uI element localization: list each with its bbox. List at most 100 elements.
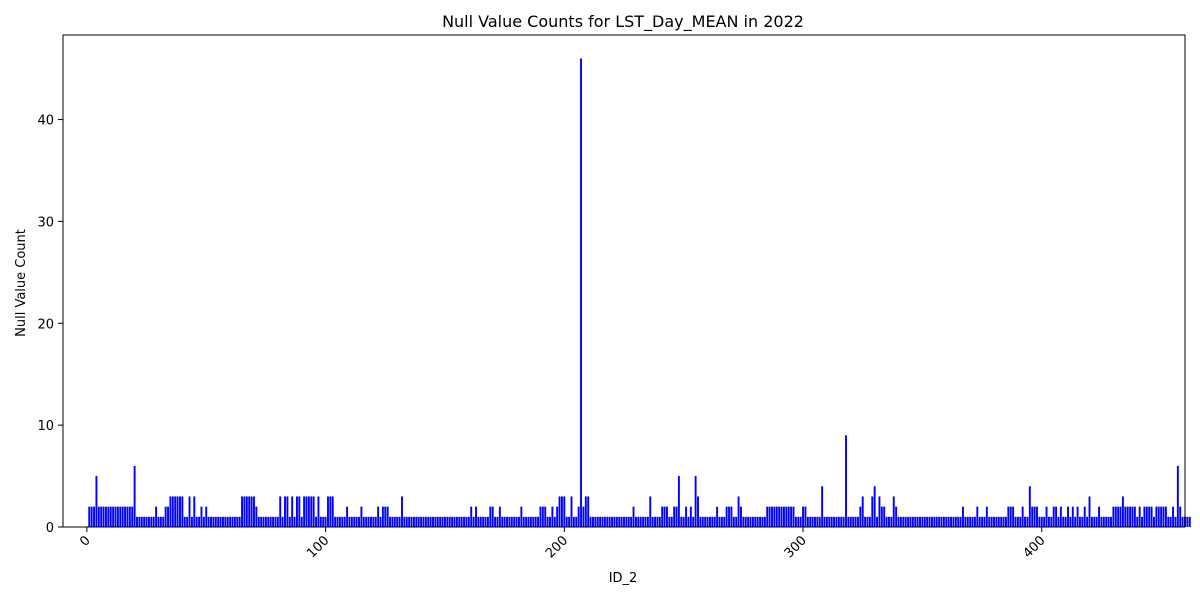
bar	[701, 516, 704, 527]
bar	[806, 516, 809, 527]
bar	[360, 506, 363, 527]
bar	[1038, 516, 1041, 527]
bar	[174, 496, 177, 527]
bar	[1031, 506, 1034, 527]
bar	[811, 516, 814, 527]
bar	[568, 516, 571, 527]
bar	[1016, 516, 1019, 527]
bar	[728, 506, 730, 527]
bar	[713, 516, 716, 527]
bar	[580, 58, 582, 528]
bar	[300, 516, 303, 527]
bar	[477, 516, 480, 527]
bar	[193, 496, 196, 527]
bar	[374, 516, 377, 527]
bar	[1076, 506, 1079, 527]
bar	[1102, 516, 1105, 527]
bar	[167, 506, 169, 527]
bar	[809, 516, 812, 527]
bar	[109, 506, 112, 527]
bar	[563, 496, 566, 527]
bar	[840, 516, 843, 527]
bar	[697, 496, 699, 527]
bar	[1007, 506, 1010, 527]
bar	[164, 506, 167, 527]
bar	[288, 516, 291, 527]
bar	[1110, 516, 1112, 527]
bar	[434, 516, 437, 527]
bar	[1052, 506, 1055, 527]
bar	[1112, 506, 1115, 527]
bar	[324, 516, 327, 527]
bar	[439, 516, 442, 527]
bar	[814, 516, 816, 527]
bar	[969, 516, 972, 527]
bar	[415, 516, 418, 527]
bar	[954, 516, 957, 527]
bar	[732, 516, 735, 527]
bar	[983, 516, 986, 527]
y-tick-label: 20	[37, 317, 54, 332]
bar	[761, 516, 764, 527]
bar	[615, 516, 618, 527]
bar	[307, 496, 310, 527]
bar	[649, 496, 652, 527]
bar	[1126, 506, 1129, 527]
bar	[1164, 506, 1167, 527]
x-tick-label: 400	[1020, 533, 1048, 561]
bar	[262, 516, 265, 527]
bar	[816, 516, 819, 527]
bar	[682, 516, 685, 527]
bar	[95, 476, 98, 527]
bar	[472, 516, 475, 527]
bar	[331, 496, 334, 527]
bar	[126, 506, 129, 527]
bar	[909, 516, 912, 527]
bar	[501, 516, 504, 527]
bar	[861, 496, 864, 527]
bar	[1129, 506, 1132, 527]
bar	[267, 516, 270, 527]
bar	[248, 496, 251, 527]
bar	[205, 506, 208, 527]
bar	[747, 516, 750, 527]
bar	[179, 496, 181, 527]
bar	[1121, 496, 1124, 527]
bar	[594, 516, 597, 527]
bar	[520, 506, 523, 527]
bar	[856, 516, 859, 527]
bar	[253, 496, 255, 527]
bar	[410, 516, 413, 527]
bar	[303, 496, 306, 527]
bar	[88, 506, 91, 527]
bar	[556, 506, 559, 527]
bar	[1162, 506, 1165, 527]
bar	[353, 516, 356, 527]
bar	[372, 516, 375, 527]
x-tick-label: 100	[304, 533, 332, 561]
bar	[1179, 506, 1182, 527]
bar	[546, 516, 549, 527]
bar	[367, 516, 370, 527]
bar	[802, 506, 804, 527]
bar	[460, 516, 463, 527]
bar	[274, 516, 277, 527]
bar	[942, 516, 945, 527]
bar	[1176, 465, 1179, 527]
bar	[711, 516, 714, 527]
bar	[642, 516, 645, 527]
bar	[1093, 516, 1096, 527]
bar	[833, 516, 836, 527]
bar	[1081, 516, 1084, 527]
bar	[379, 516, 382, 527]
bar	[952, 516, 955, 527]
bar	[708, 516, 711, 527]
bar	[322, 516, 325, 527]
bar	[147, 516, 150, 527]
bar	[842, 516, 845, 527]
bar	[401, 496, 403, 527]
bar	[105, 506, 107, 527]
bar	[1086, 516, 1089, 527]
bar	[1009, 506, 1012, 527]
bar	[1090, 516, 1093, 527]
